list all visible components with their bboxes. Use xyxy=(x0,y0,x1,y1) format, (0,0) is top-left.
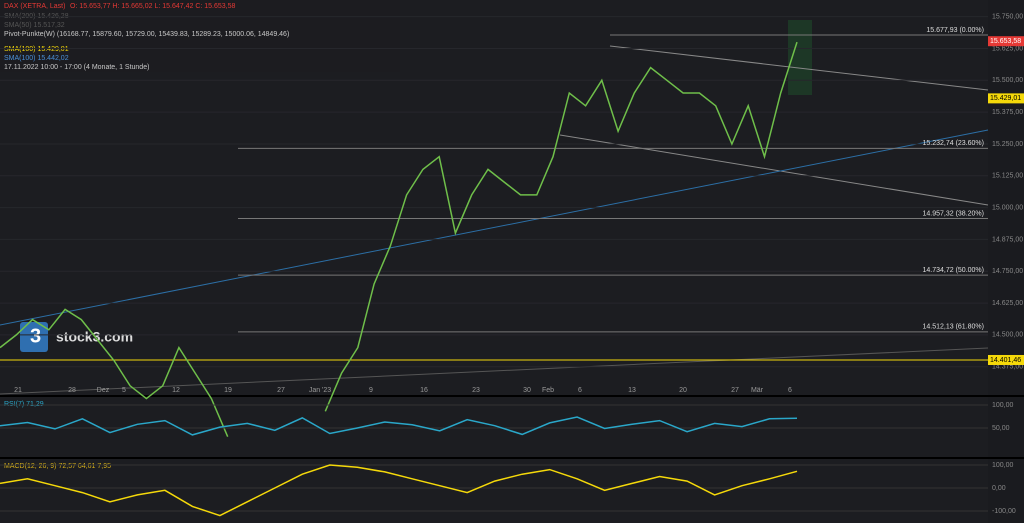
date-tick: 28 xyxy=(68,387,76,394)
date-tick: Jan '23 xyxy=(309,387,331,394)
date-tick: 13 xyxy=(628,387,636,394)
price-badge-label: 15.429,01 xyxy=(990,95,1021,102)
fib-label: 15.232,74 (23.60%) xyxy=(923,140,985,147)
range: 17.11.2022 10:00 - 17:00 (4 Monate, 1 St… xyxy=(4,64,149,71)
dynamic: 15.750,00 15.625,00 15.500,00 15.375,00 15.2… xyxy=(0,13,1024,517)
sma100b: SMA(100) 15.442,02 xyxy=(4,55,69,62)
price-tick: 15.375,00 xyxy=(992,109,1023,116)
macd-tick: 100,00 xyxy=(992,462,1014,469)
ohlc: O: 15.653,77 H: 15.665,02 L: 15.647,42 C… xyxy=(70,3,236,10)
macd-label: MACD(12, 26, 9) 72,57 64,61 7,95 xyxy=(4,463,111,470)
price-tick: 15.250,00 xyxy=(992,141,1023,148)
macd-tick: 0,00 xyxy=(992,485,1006,492)
legend-bg xyxy=(0,0,400,72)
channel-line xyxy=(609,45,989,91)
fib-label: 14.734,72 (50.00%) xyxy=(923,267,985,274)
channel-line xyxy=(559,134,989,206)
price-tick: 14.375,00 xyxy=(992,364,1023,371)
fib-label: 15.677,93 (0.00%) xyxy=(926,27,984,34)
fib-label: 14.957,32 (38.20%) xyxy=(923,210,985,217)
date-tick: Dez xyxy=(97,387,110,394)
logo-mark: 3 xyxy=(30,325,41,347)
price-line xyxy=(0,41,798,437)
macd-tick: -100,00 xyxy=(992,508,1016,515)
price-badge xyxy=(988,354,1024,365)
price-tick: 14.625,00 xyxy=(992,300,1023,307)
sma100a: SMA(100) 15.429,01 xyxy=(4,46,69,53)
logo-box xyxy=(20,322,48,352)
date-tick: 23 xyxy=(472,387,480,394)
price-tick: 14.750,00 xyxy=(992,268,1023,275)
price-badge-label: 14.401,46 xyxy=(990,357,1021,364)
rsi-line xyxy=(0,416,798,436)
rsi-label: RSI(7) 71,29 xyxy=(4,401,44,408)
date-tick: Mär xyxy=(751,387,764,394)
price-badge-label: 15.653,58 xyxy=(990,38,1021,45)
price-badge xyxy=(988,93,1024,104)
rsi-tick: 50,00 xyxy=(992,425,1010,432)
fib-label: 14.512,13 (61.80%) xyxy=(923,324,985,331)
date-tick: 27 xyxy=(277,387,285,394)
instrument: DAX (XETRA, Last) xyxy=(4,3,65,10)
date-tick: 30 xyxy=(523,387,531,394)
date-tick: 6 xyxy=(578,387,582,394)
sma50: SMA(50) 15.517,32 xyxy=(4,22,65,29)
price-axis-bg xyxy=(988,0,1024,523)
rsi-tick: 100,00 xyxy=(992,402,1014,409)
date-tick: 27 xyxy=(731,387,739,394)
date-tick: 19 xyxy=(224,387,232,394)
price-tick: 15.000,00 xyxy=(992,204,1023,211)
trend-line xyxy=(0,129,989,326)
pivot: Pivot-Punkte(W) (16168.77, 15879.60, 157… xyxy=(4,31,289,38)
date-tick: 6 xyxy=(788,387,792,394)
date-tick: 5 xyxy=(122,387,126,394)
price-tick: 14.875,00 xyxy=(992,236,1023,243)
date-tick: Feb xyxy=(542,387,554,394)
date-tick: 21 xyxy=(14,387,22,394)
price-badge xyxy=(988,36,1024,47)
price-tick: 15.500,00 xyxy=(992,77,1023,84)
date-tick: 9 xyxy=(369,387,373,394)
date-tick: 12 xyxy=(172,387,180,394)
price-tick: 15.125,00 xyxy=(992,173,1023,180)
price-tick: 14.500,00 xyxy=(992,332,1023,339)
price-tick: 15.625,00 xyxy=(992,45,1023,52)
macd-line xyxy=(0,464,798,517)
date-tick: 20 xyxy=(679,387,687,394)
trend-line xyxy=(0,347,989,395)
price-tick: 15.750,00 xyxy=(992,13,1023,20)
date-tick: 16 xyxy=(420,387,428,394)
